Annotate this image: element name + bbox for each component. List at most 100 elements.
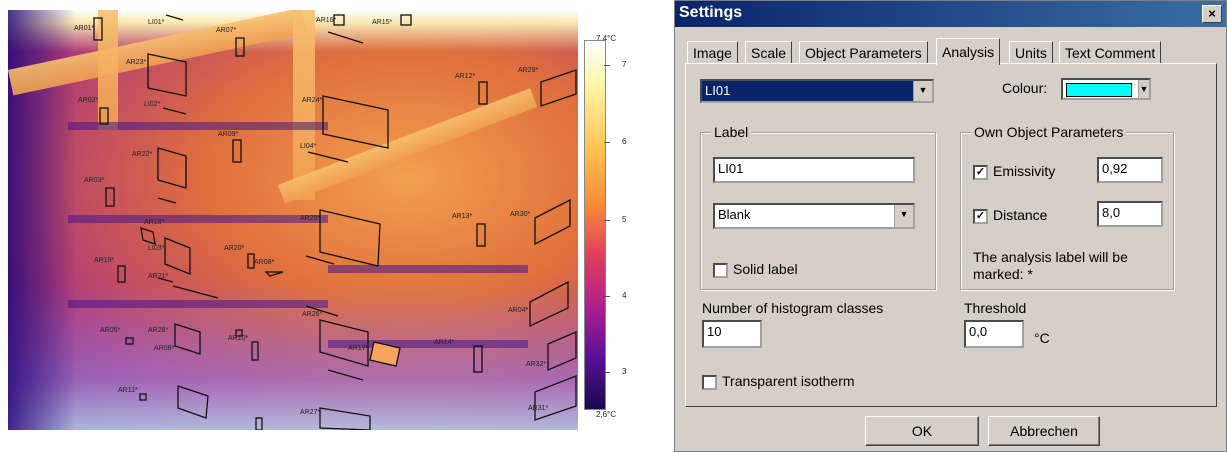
tab-image[interactable]: Image <box>687 41 738 64</box>
area-marker[interactable] <box>247 253 255 269</box>
area-marker[interactable] <box>319 209 381 267</box>
area-marker[interactable] <box>235 329 243 337</box>
annotation-overlay: AR01* LI01* AR07* AR16* AR15* AR23* AR12… <box>74 14 577 430</box>
annotation-label: AR27* <box>300 409 321 416</box>
tab-scale[interactable]: Scale <box>745 41 793 64</box>
annotation-label: AR14* <box>434 339 455 346</box>
annotation-label: AR04* <box>508 307 529 314</box>
area-marker[interactable] <box>174 323 201 355</box>
area-marker[interactable] <box>529 280 569 328</box>
area-marker[interactable] <box>540 69 577 107</box>
tab-analysis[interactable]: Analysis <box>936 38 1001 65</box>
threshold-input[interactable]: 0,0 <box>964 320 1024 348</box>
annotation-label: AR13* <box>452 213 473 220</box>
line-marker[interactable] <box>327 369 364 381</box>
line-marker[interactable] <box>165 14 184 21</box>
annotation-label: AR18* <box>144 219 165 226</box>
annotation-label: AR01* <box>74 25 95 32</box>
line-marker[interactable] <box>305 305 339 317</box>
annotation-label: AR09* <box>218 131 239 138</box>
area-marker[interactable] <box>319 319 369 367</box>
distance-input[interactable]: 8,0 <box>1097 201 1163 227</box>
colour-swatch <box>1066 83 1132 97</box>
area-marker[interactable] <box>476 223 486 247</box>
colour-select[interactable]: ▼ <box>1061 78 1151 100</box>
area-marker[interactable] <box>177 385 209 419</box>
transparent-isotherm-checkbox[interactable] <box>702 375 717 390</box>
area-marker[interactable] <box>140 227 156 245</box>
annotation-label: AR30* <box>510 211 531 218</box>
area-marker[interactable] <box>147 53 187 97</box>
tab-units[interactable]: Units <box>1009 41 1053 64</box>
beam-vertical-left <box>98 10 118 130</box>
annotation-label: AR21* <box>148 273 169 280</box>
scale-tick-label: 3 <box>622 367 627 376</box>
scale-max-label: 7,4°C <box>596 34 617 43</box>
line-marker[interactable] <box>172 285 219 299</box>
emissivity-checkbox[interactable]: ✓ <box>973 165 988 180</box>
ok-button[interactable]: OK <box>865 416 979 446</box>
area-marker[interactable] <box>534 198 571 246</box>
area-marker[interactable] <box>333 14 345 26</box>
tab-text-comment[interactable]: Text Comment <box>1059 41 1162 64</box>
annotation-label: LI01* <box>148 19 165 26</box>
area-marker[interactable] <box>232 139 242 163</box>
title-bar[interactable]: Settings × <box>675 1 1226 27</box>
solid-label-checkbox[interactable] <box>713 263 728 278</box>
area-marker[interactable] <box>547 331 577 371</box>
annotation-label: AR28* <box>148 327 169 334</box>
scale-tick-label: 4 <box>622 291 627 300</box>
annotation-labels: AR01* LI01* AR07* AR16* AR15* AR23* AR12… <box>74 17 549 416</box>
area-marker[interactable] <box>117 265 126 283</box>
settings-dialog: Settings × Image Scale Object Parameters… <box>674 0 1227 452</box>
area-marker[interactable] <box>99 107 109 125</box>
area-marker[interactable] <box>478 81 488 105</box>
annotation-label: AR19* <box>94 257 115 264</box>
object-select[interactable]: LI01 ▼ <box>700 79 934 103</box>
area-marker[interactable] <box>93 17 103 41</box>
histogram-classes-input[interactable]: 10 <box>702 320 762 348</box>
line-marker[interactable] <box>157 197 177 204</box>
annotation-label: AR26* <box>302 311 323 318</box>
solid-label-text: Solid label <box>733 261 798 277</box>
area-marker[interactable] <box>534 375 577 421</box>
cancel-button[interactable]: Abbrechen <box>988 416 1100 446</box>
area-marker[interactable] <box>319 407 371 430</box>
emissivity-input[interactable]: 0,92 <box>1097 157 1163 183</box>
area-marker[interactable] <box>400 14 412 26</box>
chevron-down-icon[interactable]: ▼ <box>1138 80 1149 98</box>
line-marker[interactable] <box>307 151 349 163</box>
area-marker[interactable] <box>105 187 115 207</box>
area-marker[interactable] <box>255 417 263 430</box>
scale-tick-label: 6 <box>622 137 627 146</box>
distance-checkbox[interactable]: ✓ <box>973 209 988 224</box>
window-stripe-4 <box>328 265 528 273</box>
annotation-label: AR12* <box>455 73 476 80</box>
chevron-down-icon[interactable]: ▼ <box>894 205 913 227</box>
chevron-down-icon[interactable]: ▼ <box>913 81 932 101</box>
area-marker[interactable] <box>139 393 147 401</box>
area-marker[interactable] <box>473 345 483 373</box>
tab-object-parameters[interactable]: Object Parameters <box>799 41 928 64</box>
area-marker[interactable] <box>125 337 134 345</box>
line-marker[interactable] <box>327 31 364 44</box>
annotation-label: AR08* <box>254 259 275 266</box>
line-marker[interactable] <box>162 107 187 115</box>
area-marker[interactable] <box>251 341 259 361</box>
annotation-label: AR16* <box>316 17 337 24</box>
area-marker-selected[interactable] <box>369 341 401 367</box>
area-marker[interactable] <box>322 95 389 149</box>
area-marker[interactable] <box>264 271 284 277</box>
area-marker[interactable] <box>164 237 191 275</box>
label-group-title: Label <box>711 124 752 140</box>
thermal-image[interactable]: AR01* LI01* AR07* AR16* AR15* AR23* AR12… <box>8 10 578 430</box>
line-marker[interactable] <box>305 255 335 265</box>
area-marker[interactable] <box>235 37 245 57</box>
area-marker[interactable] <box>157 147 187 189</box>
line-marker[interactable] <box>157 277 174 283</box>
close-button[interactable]: × <box>1202 5 1222 23</box>
label-type-select[interactable]: Blank ▼ <box>713 203 915 229</box>
label-text-input[interactable]: LI01 <box>713 157 915 183</box>
annotation-label: AR07* <box>216 27 237 34</box>
annotation-label: AR20* <box>224 245 245 252</box>
